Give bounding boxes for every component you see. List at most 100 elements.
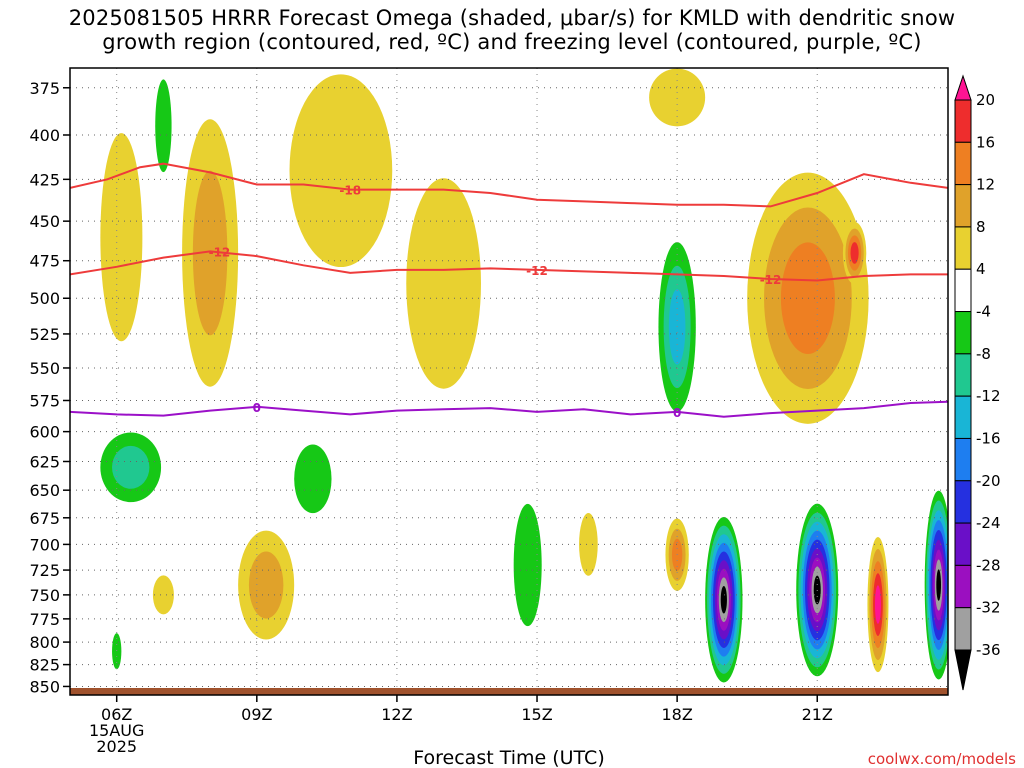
x-tick-label: 12Z [381, 705, 412, 724]
omega-contour-band [100, 133, 143, 342]
omega-contour-band [112, 445, 150, 489]
colorbar-level-label: -20 [976, 472, 1001, 490]
chart-title-line-2: growth region (contoured, red, ºC) and f… [102, 30, 922, 54]
dgz-contour-label: -12 [209, 245, 231, 259]
y-tick-label: 450 [29, 212, 60, 231]
colorbar-level-label: -36 [976, 641, 1001, 659]
chart-title: 2025081505 HRRR Forecast Omega (shaded, … [0, 6, 1024, 54]
y-tick-label: 800 [29, 633, 60, 652]
y-tick-label: 700 [29, 535, 60, 554]
colorbar-swatch [954, 353, 972, 397]
colorbar-top-arrow [954, 74, 972, 101]
omega-contour-band [289, 74, 393, 268]
colorbar-level-label: -32 [976, 599, 1001, 617]
y-tick-label: 625 [29, 452, 60, 471]
omega-contour-band [649, 68, 706, 127]
colorbar-swatch [954, 480, 972, 524]
y-tick-label: 475 [29, 252, 60, 271]
colorbar-level-label: -24 [976, 514, 1001, 532]
omega-cell [100, 432, 162, 503]
y-tick-label: 500 [29, 289, 60, 308]
y-tick-label: 775 [29, 610, 60, 629]
y-tick-label: 725 [29, 561, 60, 580]
omega-cell [867, 536, 889, 673]
omega-contour-band [155, 79, 172, 173]
omega-cell [842, 221, 867, 285]
x-tick-label: 18Z [661, 705, 692, 724]
omega-cell [649, 68, 706, 127]
y-tick-label: 675 [29, 509, 60, 528]
omega-cell [579, 513, 598, 576]
omega-cell [289, 74, 393, 268]
colorbar-level-label: 16 [976, 133, 995, 151]
omega-cell [406, 178, 481, 389]
omega-cell [796, 503, 839, 677]
colorbar-swatch [954, 607, 972, 651]
y-tick-label: 650 [29, 481, 60, 500]
ground-strip [70, 688, 948, 695]
omega-cell [924, 490, 948, 680]
x-tick-label: 06Z [101, 705, 132, 724]
freezing-level-label: 0 [253, 401, 261, 415]
omega-contour-band [780, 242, 835, 355]
freezing-level-label: 0 [673, 406, 681, 420]
colorbar-swatch [954, 437, 972, 482]
omega-contour-band [579, 513, 598, 576]
y-tick-label: 400 [29, 126, 60, 145]
dgz-contour-label: -12 [526, 264, 548, 278]
omega-cell [747, 172, 869, 424]
colorbar-swatch [954, 141, 972, 186]
y-tick-label: 850 [29, 677, 60, 696]
colorbar-swatch [954, 311, 972, 355]
omega-contour-band [294, 444, 332, 514]
omega-contour-band [874, 585, 881, 624]
colorbar-swatch [954, 268, 972, 313]
y-tick-label: 750 [29, 586, 60, 605]
terrain-strip [70, 688, 948, 695]
freezing-level-line [70, 400, 948, 418]
colorbar-level-label: 20 [976, 91, 995, 109]
colorbar-swatch [954, 522, 972, 566]
colorbar-level-label: -4 [976, 303, 991, 321]
y-tick-label: 600 [29, 423, 60, 442]
omega-cell [658, 242, 696, 412]
x-tick-label: 15Z [521, 705, 552, 724]
omega-contour-band [406, 178, 481, 389]
colorbar-level-label: 8 [976, 218, 986, 236]
colorbar-swatch [954, 395, 972, 439]
dgz-contour-label: -12 [760, 273, 782, 287]
x-tick-label: 09Z [241, 705, 272, 724]
omega-cell [112, 633, 122, 670]
y-tick-label: 575 [29, 391, 60, 410]
omega-contour-band [720, 585, 727, 614]
x-axis-label: Forecast Time (UTC) [413, 747, 604, 768]
contour-lines: -18 -12 -12 -12 0 0 [70, 162, 948, 420]
colorbar-level-label: -12 [976, 387, 1001, 405]
omega-cell [152, 575, 174, 615]
colorbar-level-label: -8 [976, 345, 991, 363]
colorbar-swatch [954, 184, 972, 228]
omega-contour-band [936, 569, 941, 601]
y-tick-label: 550 [29, 359, 60, 378]
colorbar: 20 16 12 8 4 -4 -8 -12 -16 -20 -24 -28 -32 -36 [954, 74, 1001, 691]
dgz-contour-line [70, 250, 948, 282]
colorbar-swatch [954, 564, 972, 609]
colorbar-level-label: 12 [976, 176, 995, 194]
dgz-contour-label: -18 [339, 184, 361, 198]
x-tick-sublabel: 2025 [96, 737, 137, 756]
y-tick-label: 525 [29, 325, 60, 344]
colorbar-swatch [954, 99, 972, 143]
omega-contour-band [112, 633, 122, 670]
omega-contour-band [192, 170, 228, 336]
omega-cell [100, 133, 143, 342]
chart-title-line-1: 2025081505 HRRR Forecast Omega (shaded, … [68, 6, 956, 30]
omega-cell [182, 119, 239, 387]
omega-contour-band [813, 575, 821, 605]
x-tick-label: 21Z [802, 705, 833, 724]
credit-text: coolwx.com/models [868, 750, 1016, 768]
omega-cell [513, 503, 542, 627]
colorbar-level-label: 4 [976, 260, 986, 278]
y-tick-label: 425 [29, 170, 60, 189]
